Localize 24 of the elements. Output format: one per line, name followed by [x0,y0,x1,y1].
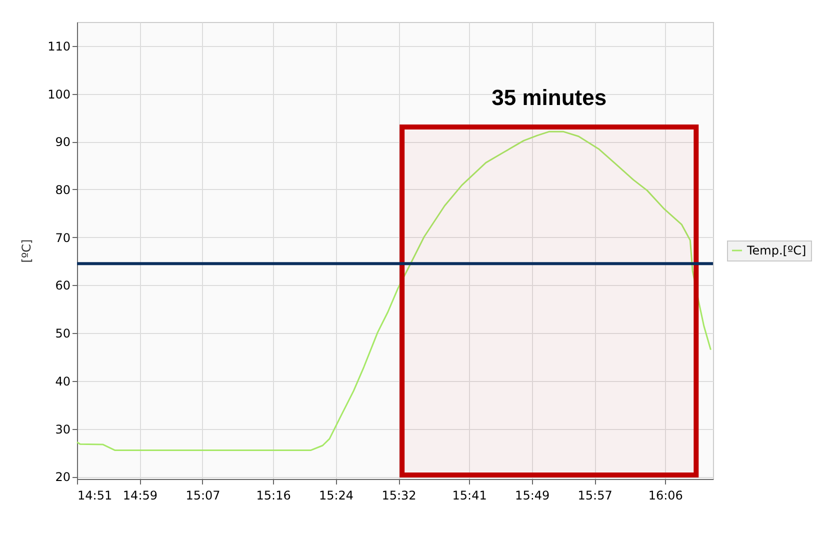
x-tick-label: 15:41 [452,488,487,502]
x-tick-label: 15:32 [382,488,416,502]
legend-label: Temp.[ºC] [746,244,806,258]
x-tick-label: 15:49 [515,488,550,502]
band-label: 35 minutes [492,85,607,110]
x-tick-label: 15:07 [186,488,220,502]
y-tick-label: 30 [55,422,70,436]
y-tick-label: 40 [55,374,70,388]
y-tick-label: 70 [55,230,70,245]
y-tick-label: 110 [48,39,70,54]
x-tick-label: 15:57 [578,488,612,502]
x-tick-label: 14:59 [122,488,158,502]
y-tick-label: 80 [55,182,70,197]
y-tick-label: 90 [55,135,70,150]
y-axis-title: [ºC] [20,239,34,263]
y-tick-label: 20 [55,470,70,484]
y-tick-label: 50 [55,326,70,341]
x-tick-label: 15:16 [256,488,291,502]
x-tick-label: 15:24 [318,488,354,502]
y-tick-label: 60 [55,278,70,293]
y-tick-label: 100 [48,87,70,102]
x-tick-label: 14:51 [78,488,112,502]
x-tick-label: 16:06 [648,488,683,502]
line-series [76,130,712,452]
